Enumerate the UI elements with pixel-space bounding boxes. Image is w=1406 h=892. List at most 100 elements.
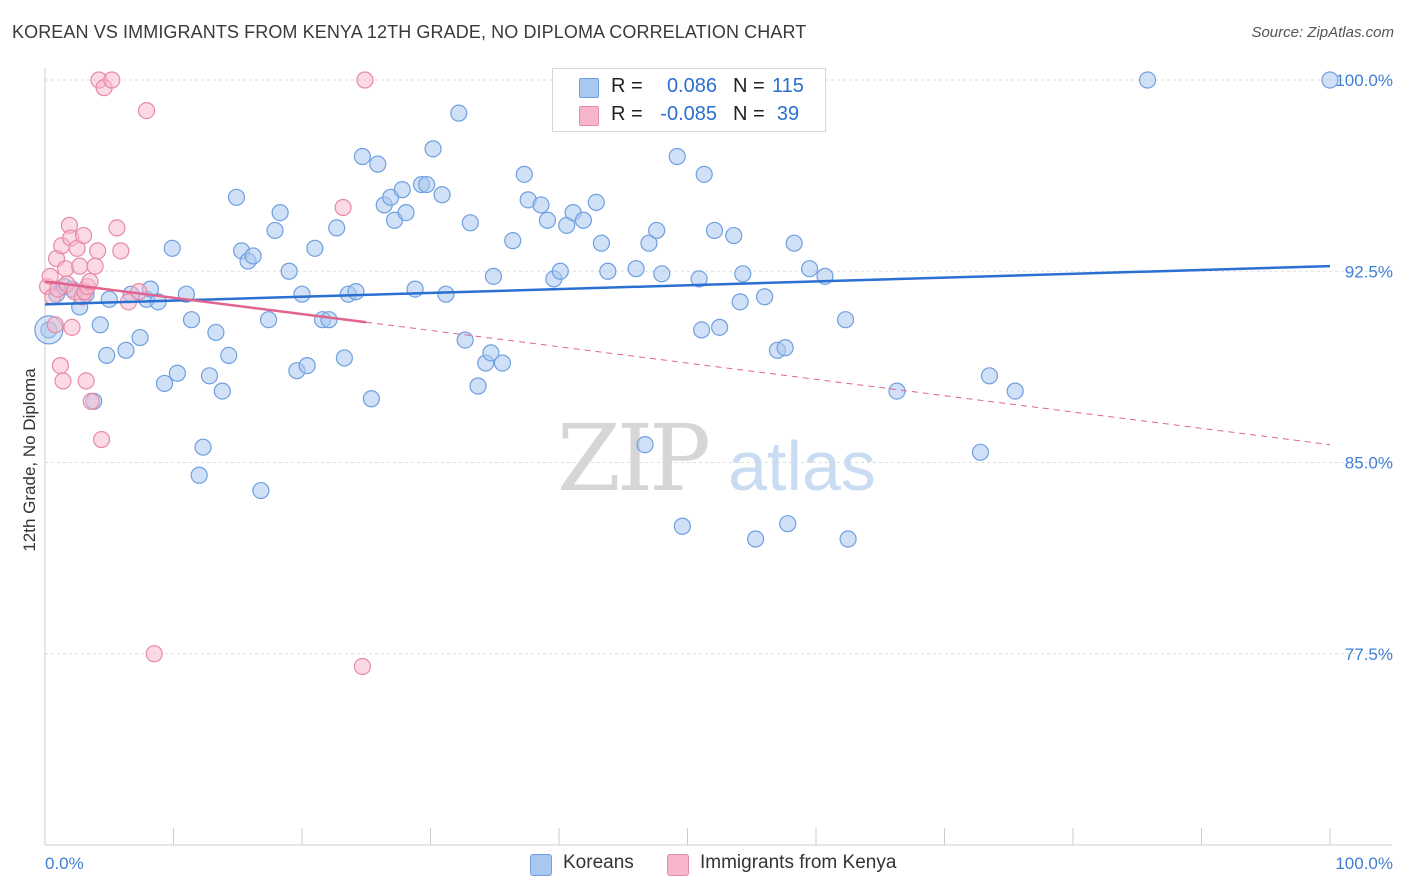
kenya-point <box>82 392 100 410</box>
n-label: N = <box>733 103 765 125</box>
x-tick-label: 100.0% <box>1335 854 1393 873</box>
kenya-point <box>137 101 156 120</box>
korean-point <box>91 316 109 334</box>
korean-point <box>574 211 593 229</box>
korean-point <box>306 239 324 257</box>
korean-point <box>668 147 686 166</box>
korean-point <box>393 181 411 199</box>
korean-point <box>627 260 645 278</box>
korean-point <box>353 147 371 166</box>
korean-point <box>433 186 451 204</box>
korean-point <box>711 318 729 336</box>
korean-point <box>1138 71 1157 89</box>
kenya-point <box>71 257 89 275</box>
kenya-point <box>108 219 126 237</box>
korean-point <box>220 346 238 364</box>
korean-point <box>1321 71 1339 89</box>
korean-point <box>190 466 208 484</box>
kenya-swatch <box>579 106 599 126</box>
korean-point <box>200 367 219 385</box>
kenya-point <box>89 242 107 260</box>
korean-point <box>592 234 611 252</box>
kenya-point <box>92 430 111 449</box>
korean-point <box>504 232 522 250</box>
kenya-point <box>356 71 374 89</box>
x-tick-label: 0.0% <box>45 854 84 873</box>
korean-point <box>551 262 569 280</box>
korean-point <box>347 283 365 301</box>
korean-point <box>695 165 713 183</box>
kenya-point <box>112 242 130 260</box>
stats-legend: R = 0.086 N = 115 R = -0.085 N = 39 <box>552 68 826 132</box>
korean-point <box>271 204 289 222</box>
korean-point <box>747 530 765 548</box>
legend-label-koreans: Koreans <box>563 852 634 873</box>
korean-point <box>328 219 346 237</box>
korean-point <box>168 364 186 382</box>
watermark: ZIP atlas <box>557 405 876 512</box>
korean-point <box>693 321 711 339</box>
kenya-point <box>74 226 93 245</box>
r-value: -0.085 <box>660 103 717 125</box>
korean-point <box>731 293 749 311</box>
korean-point <box>482 344 500 362</box>
korean-point <box>538 211 557 229</box>
korean-point <box>599 262 617 280</box>
koreans-legend-swatch <box>530 854 552 876</box>
y-axis-label: 12th Grade, No Diploma <box>20 368 39 552</box>
korean-point <box>755 288 774 306</box>
korean-point <box>280 262 298 280</box>
korean-point <box>1006 382 1024 400</box>
korean-point <box>298 357 316 375</box>
korean-point <box>836 311 855 329</box>
korean-point <box>100 290 118 308</box>
korean-point <box>725 226 743 245</box>
kenya-point <box>145 645 163 663</box>
korean-point <box>450 104 468 122</box>
korean-point <box>515 165 533 183</box>
korean-point <box>469 377 487 395</box>
stats-row-koreans: R = 0.086 N = 115 <box>553 73 825 101</box>
korean-point <box>437 285 455 303</box>
korean-point <box>980 367 999 385</box>
korean-point <box>484 267 503 285</box>
y-tick-label: 100.0% <box>1335 71 1393 90</box>
korean-point <box>117 341 135 359</box>
kenya-legend-swatch <box>667 854 689 876</box>
korean-point <box>397 204 415 222</box>
korean-point <box>971 443 990 461</box>
korean-point <box>362 390 380 408</box>
trend-lines <box>44 264 1331 446</box>
korean-point <box>244 247 262 265</box>
korean-point <box>163 239 181 257</box>
korean-point <box>266 221 284 240</box>
korean-point <box>734 265 752 283</box>
korean-point <box>648 221 666 240</box>
korean-point <box>293 285 311 303</box>
source-label: Source: ZipAtlas.com <box>1251 24 1394 41</box>
korean-point <box>640 234 658 252</box>
kenya-point <box>353 657 371 676</box>
korean-point <box>587 193 605 211</box>
watermark-atlas: atlas <box>728 427 876 505</box>
kenya-trend-line-extension <box>366 321 1331 446</box>
kenya-trend-line <box>44 280 367 324</box>
r-value: 0.086 <box>666 75 717 97</box>
kenya-point <box>77 372 95 390</box>
korean-point <box>335 349 354 367</box>
korean-point <box>213 382 231 400</box>
korean-point <box>155 374 174 393</box>
chart-title: KOREAN VS IMMIGRANTS FROM KENYA 12TH GRA… <box>12 22 807 42</box>
korean-point <box>532 196 550 214</box>
korean-point <box>194 438 212 456</box>
korean-point <box>424 140 442 158</box>
y-tick-label: 92.5% <box>1345 262 1393 281</box>
r-label: R = <box>611 103 643 125</box>
korean-point <box>456 331 474 349</box>
korean-point <box>493 354 512 372</box>
korean-point <box>182 311 201 329</box>
kenya-point <box>103 71 121 89</box>
korean-point <box>369 155 387 173</box>
korean-point <box>320 311 338 329</box>
kenya-point <box>54 372 72 390</box>
